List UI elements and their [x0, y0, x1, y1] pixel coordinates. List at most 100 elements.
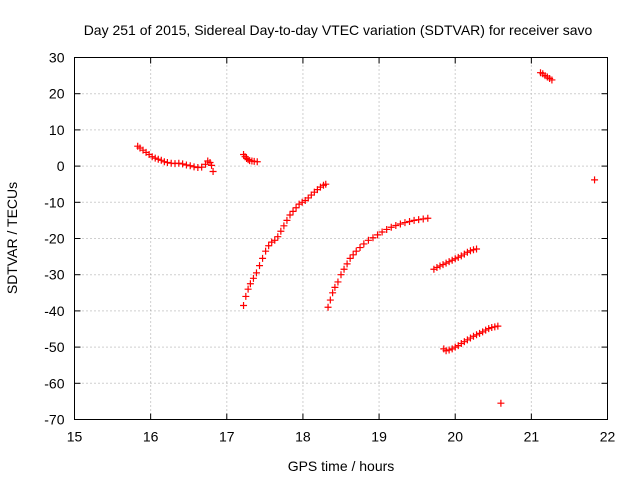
data-point [494, 322, 502, 330]
plot-frame [74, 57, 608, 420]
data-point [160, 158, 168, 166]
data-point [497, 399, 505, 407]
x-tick-label: 22 [600, 429, 616, 445]
data-point [419, 215, 427, 223]
data-point [374, 231, 382, 239]
data-point [329, 289, 337, 297]
y-tick-label: 20 [49, 86, 65, 102]
data-point [240, 301, 248, 309]
x-axis-label: GPS time / hours [288, 458, 395, 474]
data-point [433, 263, 441, 271]
y-tick-label: 10 [49, 122, 65, 138]
data-point [454, 253, 462, 261]
data-point [277, 227, 285, 235]
data-point [265, 242, 273, 250]
data-point [179, 160, 187, 168]
data-point [256, 262, 264, 270]
data-point [280, 222, 288, 230]
data-point [286, 211, 294, 219]
data-point [154, 155, 162, 163]
data-point [343, 260, 351, 268]
data-points [134, 69, 599, 407]
data-point [209, 168, 217, 176]
data-point [274, 233, 282, 241]
data-point [244, 156, 252, 164]
data-point [548, 76, 556, 84]
axes: 15 16 17 18 19 20 21 22 -70 -60 -50 -40 -30 -20 -10 0 10… [44, 50, 615, 445]
data-point [415, 216, 423, 224]
data-point [491, 323, 499, 331]
data-point [322, 180, 330, 188]
data-point [436, 262, 444, 270]
y-tick-label: 0 [57, 158, 65, 174]
data-point [337, 271, 345, 279]
data-point [186, 162, 194, 170]
data-point [289, 207, 297, 215]
y-tick-label: -40 [44, 303, 64, 319]
data-point [259, 254, 267, 262]
data-point [482, 326, 490, 334]
data-point [473, 331, 481, 339]
y-tick-label: 30 [49, 50, 65, 66]
data-point [190, 163, 198, 171]
x-tick-label: 19 [371, 429, 387, 445]
data-point [331, 283, 339, 291]
data-point [369, 234, 377, 242]
data-point [469, 246, 477, 254]
data-point [208, 161, 216, 169]
chart-title: Day 251 of 2015, Sidereal Day-to-day VTE… [84, 22, 593, 38]
data-point [349, 251, 357, 259]
data-point [242, 292, 250, 300]
data-point [360, 240, 368, 248]
data-point [148, 153, 156, 161]
data-point [326, 296, 334, 304]
data-point [244, 285, 252, 293]
data-point [157, 156, 165, 164]
data-point [352, 247, 360, 255]
data-point [249, 274, 257, 282]
data-point [451, 255, 459, 263]
y-tick-label: -30 [44, 267, 64, 283]
data-point [445, 258, 453, 266]
x-tick-label: 16 [143, 429, 159, 445]
data-point [591, 176, 599, 184]
y-tick-label: -60 [44, 375, 64, 391]
data-point [292, 204, 300, 212]
data-point [252, 269, 260, 277]
data-point [448, 256, 456, 264]
data-point [406, 217, 414, 225]
data-point [378, 228, 386, 236]
y-tick-label: -50 [44, 339, 64, 355]
x-tick-label: 21 [524, 429, 540, 445]
data-point [340, 265, 348, 273]
data-point [246, 280, 254, 288]
data-point [324, 303, 332, 311]
data-point [334, 278, 342, 286]
data-point [364, 236, 372, 244]
data-point [424, 214, 432, 222]
y-tick-label: -70 [44, 412, 64, 428]
data-point [271, 236, 279, 244]
x-tick-label: 18 [295, 429, 311, 445]
data-point [383, 225, 391, 233]
data-point [356, 244, 364, 252]
data-point [442, 347, 450, 355]
data-point [392, 221, 400, 229]
data-point [175, 159, 183, 167]
data-point [401, 219, 409, 227]
data-point [485, 325, 493, 333]
data-point [451, 343, 459, 351]
data-point [253, 158, 261, 166]
data-point [396, 220, 404, 228]
data-point [439, 261, 447, 269]
data-point [198, 163, 206, 171]
data-point [151, 154, 159, 162]
data-point [182, 161, 190, 169]
data-point [283, 216, 291, 224]
data-point [346, 254, 354, 262]
data-point [410, 216, 418, 224]
data-point [466, 247, 474, 255]
y-tick-label: -10 [44, 194, 64, 210]
data-point [476, 329, 484, 337]
